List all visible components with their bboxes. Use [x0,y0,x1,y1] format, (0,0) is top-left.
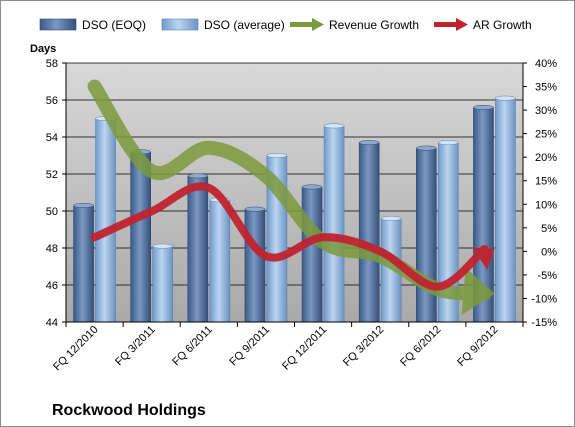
y-tick-label: 56 [46,95,58,107]
x-tick-label: FQ 12/2010 [51,324,101,374]
y2-tick-label: 5% [541,223,557,235]
y2-tick-label: 40% [535,58,557,70]
x-tick-label: FQ 3/2011 [113,324,158,369]
bar-dso-average [495,95,516,323]
chart-title: Rockwood Holdings [52,402,206,419]
y-tick-label: 44 [46,317,58,329]
y2-axis-ticks: -15% -10% -5% 0% 5% 10% 15% 20% 25% 30% 35% 40% [523,58,557,329]
bar-dso-average [95,116,116,323]
line-ar-growth [90,182,495,291]
y-tick-label: 48 [46,243,58,255]
legend-label-dso-eoq: DSO (EOQ) [82,18,146,32]
bar-dso-average [323,123,345,323]
legend-item-dso-average: DSO (average) [161,18,285,32]
y2-tick-label: -5% [537,270,557,282]
x-axis-ticks: FQ 12/2010 FQ 3/2011 FQ 6/2011 FQ 9/2011 FQ … [51,324,500,374]
legend: DSO (EOQ) DSO (average) Revenue Growth A… [39,18,532,32]
bar-dso-average [209,197,231,323]
y2-tick-label: 0% [541,246,557,258]
bar-dso-eoq [416,145,437,323]
axes [65,63,524,327]
y2-tick-label: -15% [531,317,557,329]
x-tick-label: FQ 6/2011 [170,324,215,369]
x-tick-label: FQ 9/2011 [227,324,272,369]
legend-label-dso-average: DSO (average) [204,18,285,32]
y2-tick-label: 20% [535,152,557,164]
bar-dso-eoq [301,184,323,323]
y2-tick-label: 15% [535,176,557,188]
y2-tick-label: 25% [535,129,557,141]
y-tick-label: 52 [46,169,58,181]
legend-label-ar-growth: AR Growth [473,18,532,32]
y-tick-label: 54 [46,132,58,144]
legend-swatch-dso-average [161,18,199,31]
y2-tick-label: 35% [535,82,557,94]
legend-label-revenue-growth: Revenue Growth [329,18,419,32]
arrowhead-ar-growth-icon [472,247,495,271]
legend-item-ar-growth: AR Growth [434,18,532,32]
legend-swatch-dso-eoq [39,18,77,31]
bar-dso-average [380,215,402,323]
bar-dso-eoq [244,206,266,323]
x-tick-label: FQ 9/2012 [455,324,500,369]
x-tick-label: FQ 3/2012 [341,324,386,369]
y2-tick-label: 10% [535,199,557,211]
bar-dso-average [152,243,173,323]
growth-lines [87,79,495,315]
arrowhead-revenue-growth-icon [461,267,495,315]
y-tick-label: 58 [46,58,58,70]
y2-tick-label: 30% [535,105,557,117]
x-tick-label: FQ 12/2011 [280,324,329,373]
y-axis-ticks: 44 46 48 50 52 54 56 58 [46,58,66,329]
legend-arrow-ar-growth-icon [456,18,468,31]
y-tick-label: 50 [46,206,58,218]
legend-arrow-revenue-growth-icon [312,18,324,31]
bar-dso-eoq [187,173,209,323]
legend-item-revenue-growth: Revenue Growth [290,18,419,32]
y-tick-label: 46 [46,280,58,292]
legend-item-dso-eoq: DSO (EOQ) [39,18,146,32]
y2-tick-label: -10% [531,293,557,305]
y-axis-title: Days [30,43,56,55]
bar-dso-eoq [73,203,94,323]
bar-dso-eoq [358,140,380,323]
x-tick-label: FQ 6/2012 [398,324,443,369]
